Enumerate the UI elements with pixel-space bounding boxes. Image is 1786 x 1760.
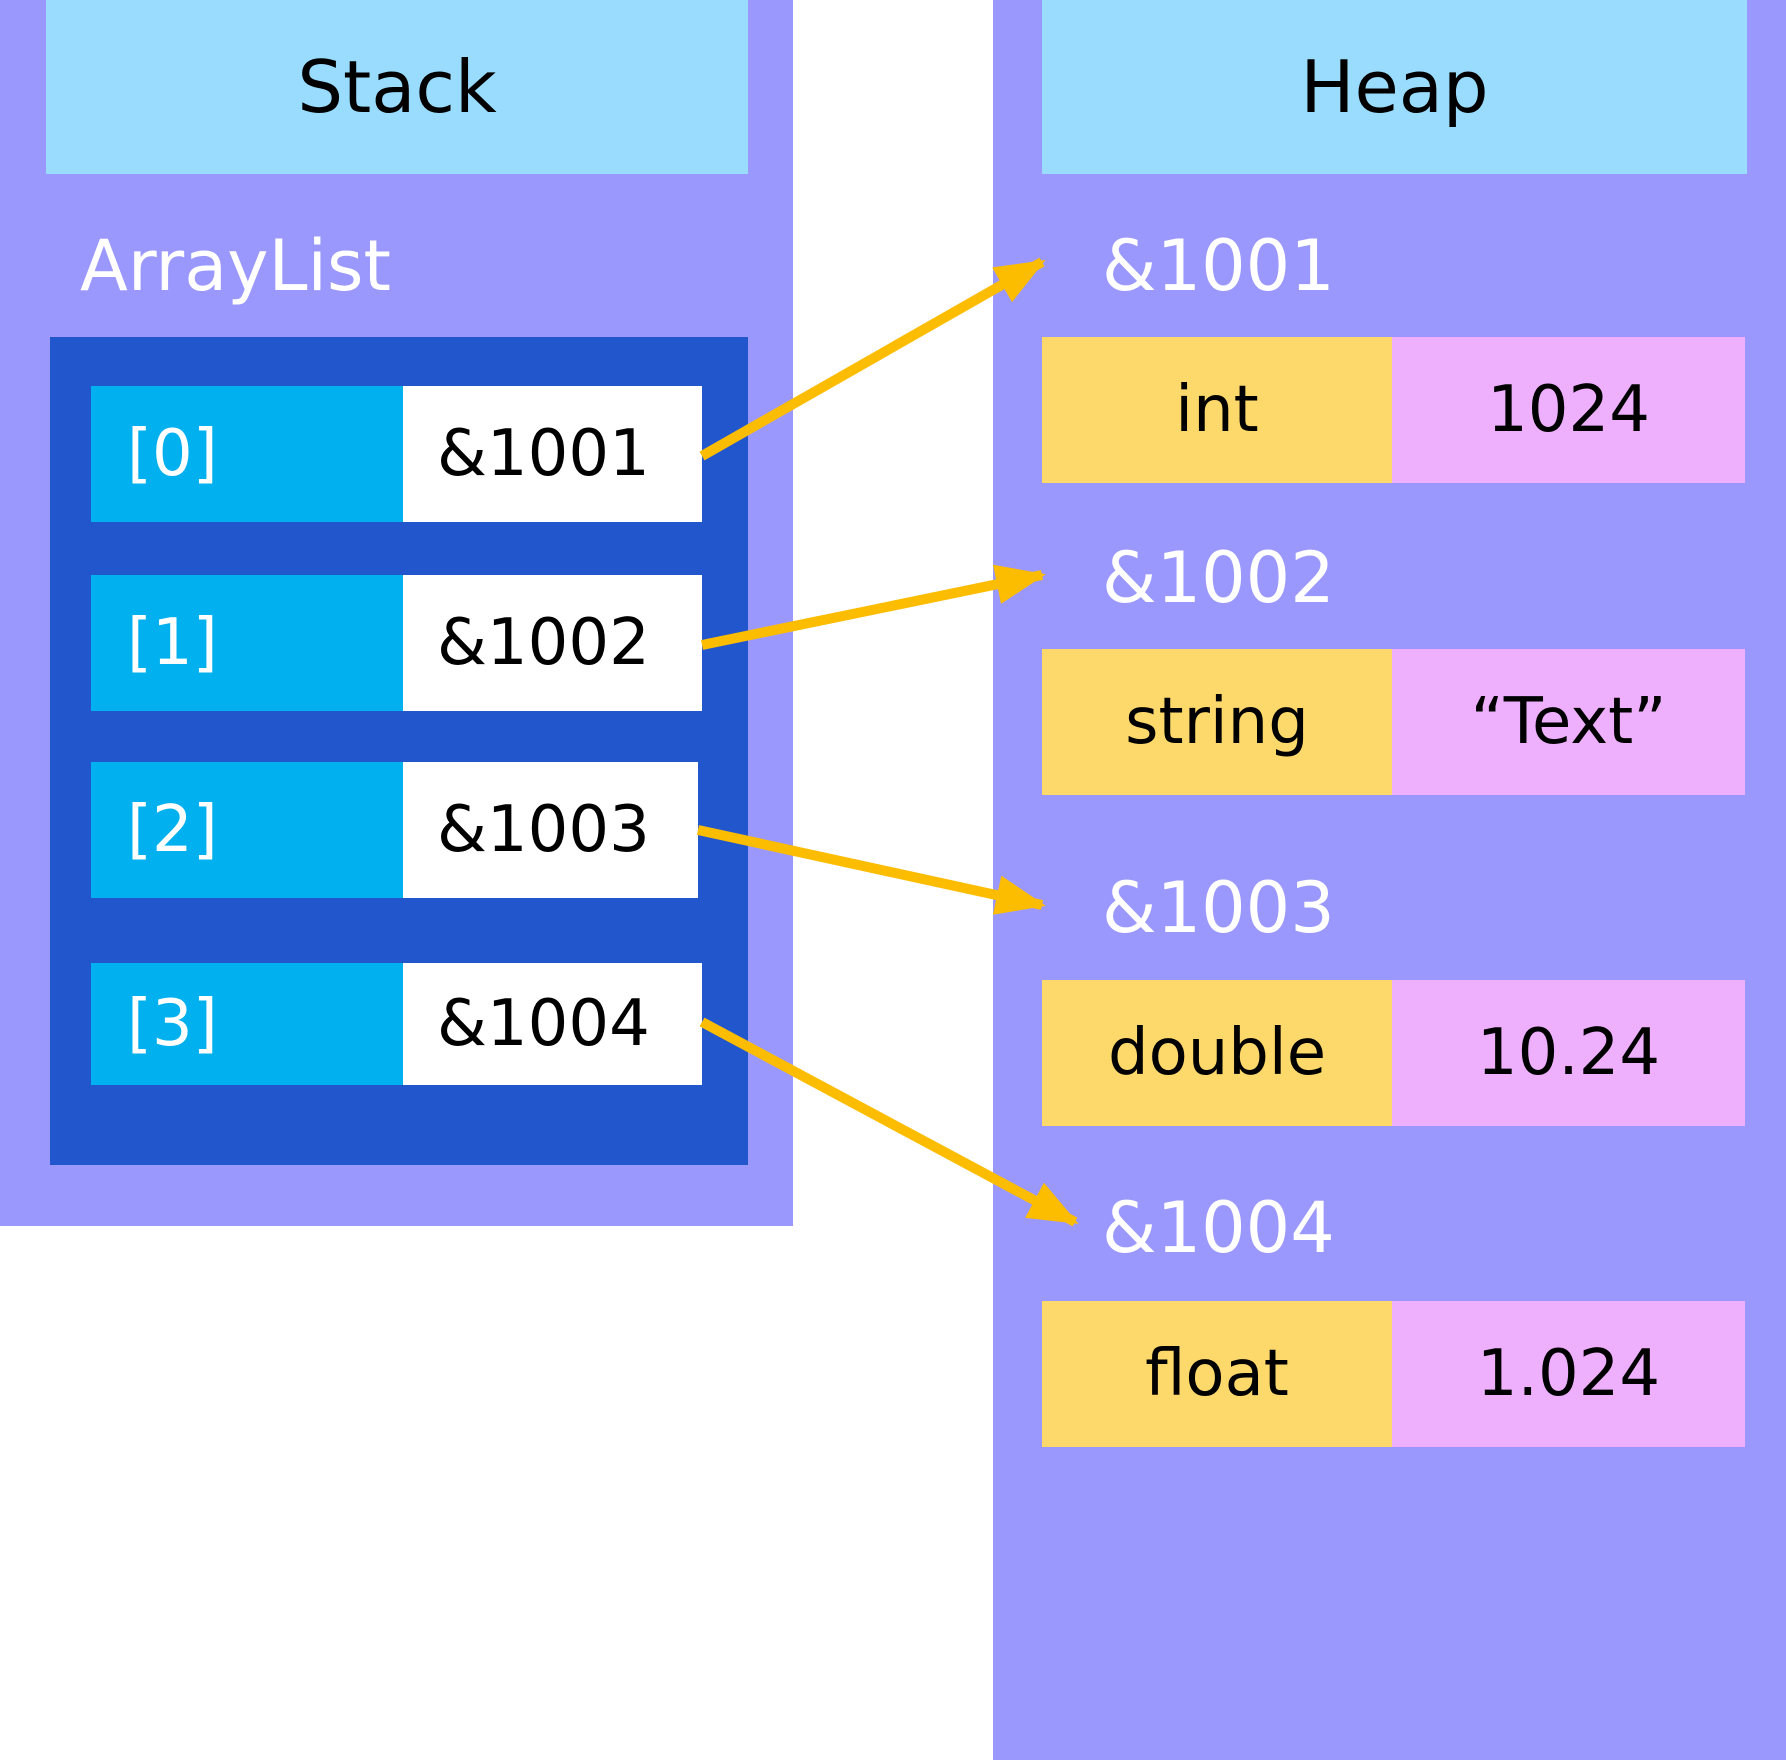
stack-index-cell: [0] xyxy=(91,386,403,522)
reference-arrow-2 xyxy=(696,825,1046,915)
heap-address-label: &1002 xyxy=(1102,537,1335,619)
reference-arrow-0 xyxy=(699,257,1046,461)
heap-panel xyxy=(993,0,1786,1760)
stack-ref-cell: &1001 xyxy=(403,386,702,522)
heap-address-label: &1004 xyxy=(1102,1187,1335,1269)
heap-title: Heap xyxy=(1042,0,1747,174)
stack-index-cell: [3] xyxy=(91,963,403,1085)
heap-type-cell: float xyxy=(1042,1301,1392,1447)
heap-object-1: string “Text” xyxy=(1042,649,1745,795)
heap-type-cell: string xyxy=(1042,649,1392,795)
heap-object-2: double 10.24 xyxy=(1042,980,1745,1126)
stack-row-1: [1] &1002 xyxy=(91,575,702,711)
heap-address-label: &1001 xyxy=(1102,225,1335,307)
stack-row-2: [2] &1003 xyxy=(91,762,698,898)
heap-object-3: float 1.024 xyxy=(1042,1301,1745,1447)
heap-object-0: int 1024 xyxy=(1042,337,1745,483)
heap-value-cell: 1.024 xyxy=(1392,1301,1745,1447)
stack-index-cell: [2] xyxy=(91,762,403,898)
stack-title: Stack xyxy=(46,0,748,174)
heap-type-cell: double xyxy=(1042,980,1392,1126)
heap-type-cell: int xyxy=(1042,337,1392,483)
stack-ref-cell: &1003 xyxy=(403,762,698,898)
heap-value-cell: 10.24 xyxy=(1392,980,1745,1126)
arraylist-label: ArrayList xyxy=(80,225,391,307)
stack-ref-cell: &1002 xyxy=(403,575,702,711)
heap-value-cell: “Text” xyxy=(1392,649,1745,795)
stack-ref-cell: &1004 xyxy=(403,963,702,1085)
stack-index-cell: [1] xyxy=(91,575,403,711)
reference-arrow-1 xyxy=(700,564,1046,650)
stack-row-3: [3] &1004 xyxy=(91,963,702,1085)
stack-row-0: [0] &1001 xyxy=(91,386,702,522)
reference-arrow-3 xyxy=(699,1017,1079,1227)
heap-address-label: &1003 xyxy=(1102,867,1335,949)
heap-value-cell: 1024 xyxy=(1392,337,1745,483)
